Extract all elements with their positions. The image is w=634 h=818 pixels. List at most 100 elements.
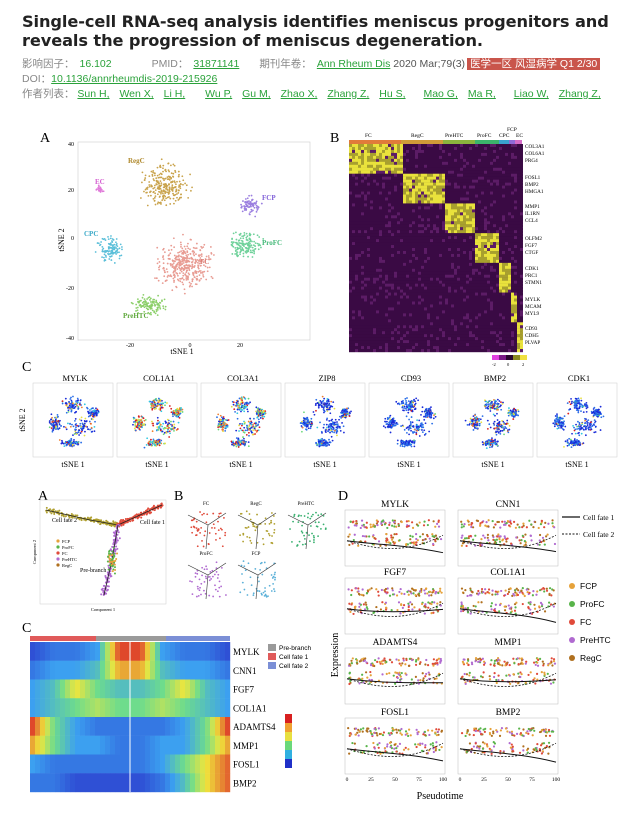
heatmap-cell [478, 155, 481, 160]
heatmap-cell [397, 230, 400, 234]
heatmap-cell [370, 316, 373, 320]
author-link[interactable]: Gu M, [242, 88, 271, 100]
author-link[interactable]: Wen X, [119, 88, 154, 100]
heatmap-cell [502, 245, 505, 249]
heatmap-cell [445, 283, 448, 287]
heatmap-cell [511, 268, 514, 272]
heatmap-cell [487, 262, 490, 267]
author-link[interactable]: Sun H, [77, 88, 110, 100]
author-link[interactable]: Liao W, [513, 88, 549, 100]
heatmap-cell [490, 167, 493, 171]
heatmap-cell [364, 250, 367, 255]
heatmap-cell [514, 170, 517, 174]
heatmap-cell [439, 155, 442, 160]
heatmap-cell [361, 221, 364, 225]
tsne-point [144, 188, 147, 191]
heatmap-cell [421, 146, 424, 151]
heatmap-cell [430, 224, 433, 228]
tsne-point [162, 167, 164, 170]
heatmap-cell [385, 239, 388, 243]
heatmap-cell [364, 280, 367, 284]
heatmap-cell [361, 191, 364, 195]
heatmap-cell [364, 283, 367, 287]
author-link[interactable]: Mao G, [423, 88, 458, 100]
heatmap-cell [418, 295, 421, 299]
tsne-point [179, 196, 181, 199]
author-link[interactable]: Zhang Z, [327, 88, 370, 100]
heatmap-cell [424, 173, 427, 177]
heatmap-cell [409, 173, 412, 177]
heatmap-cell [445, 277, 448, 281]
heatmap-cell [394, 176, 397, 180]
heatmap-cell [466, 179, 469, 183]
heatmap-cell [511, 167, 514, 171]
heatmap-cell [424, 185, 427, 189]
heatmap-cell [445, 307, 448, 311]
heatmap-cell [358, 283, 361, 287]
heatmap-cell [358, 144, 361, 148]
heatmap-cell [415, 155, 418, 160]
heatmap-cell [487, 268, 490, 272]
heatmap-cell [364, 316, 367, 320]
tsne-point [179, 241, 182, 244]
tsne-point [166, 176, 169, 179]
tsne-point [254, 202, 257, 205]
heatmap-cell [385, 176, 388, 180]
heatmap-cell [505, 283, 508, 287]
heatmap-cell [487, 265, 490, 269]
heatmap-cell [403, 271, 406, 275]
heatmap-cell [520, 245, 523, 249]
doi-link[interactable]: 10.1136/annrheumdis-2019-215926 [51, 73, 218, 85]
heatmap-cell [442, 259, 445, 264]
author-link[interactable]: Li H, [163, 88, 186, 100]
heatmap-cell [490, 242, 493, 246]
heatmap-cell [508, 221, 511, 225]
author-link[interactable]: Zhao X, [280, 88, 318, 100]
heatmap-cell [505, 271, 508, 275]
heatmap-cell [505, 209, 508, 213]
heatmap-cell [364, 304, 367, 308]
heatmap-cell [520, 265, 523, 269]
author-link[interactable]: Hu S, [379, 88, 406, 100]
heatmap-cell [382, 227, 385, 231]
heatmap-cell [463, 301, 466, 305]
heatmap-cell [409, 176, 412, 180]
tsne-point [186, 267, 188, 270]
heatmap-cell [520, 319, 523, 323]
heatmap-cell [412, 292, 415, 296]
heatmap-cell [451, 250, 454, 255]
heatmap-cell [385, 325, 388, 329]
tsne-point [243, 232, 246, 234]
tsne-point [195, 272, 198, 275]
heatmap-cell [418, 170, 421, 174]
heatmap-cell [466, 239, 469, 243]
heatmap-cell [478, 265, 481, 269]
tsne-point [250, 210, 253, 213]
heatmap-cell [493, 239, 496, 243]
heatmap-cell [514, 292, 517, 296]
heatmap-cell [460, 170, 463, 174]
author-link[interactable]: Zhang Z, [558, 88, 601, 100]
heatmap-cell [397, 227, 400, 231]
fig1-tsne-plot: 40 20 0 -20 -40 -20 0 20 tSNE 1 tSNE 2 R… [57, 141, 311, 356]
heatmap-cell [379, 245, 382, 249]
heatmap-cell [379, 328, 382, 332]
heatmap-cell [361, 158, 364, 163]
heatmap-cell [397, 286, 400, 290]
heatmap-cell [424, 206, 427, 210]
heatmap-cell [439, 292, 442, 296]
author-link[interactable]: Ma R, [467, 88, 496, 100]
heatmap-cell [475, 322, 478, 326]
heatmap-cell [493, 203, 496, 207]
heatmap-cell [427, 322, 430, 326]
heatmap-cell [382, 310, 385, 314]
heatmap-cell [445, 182, 448, 186]
heatmap-cell [457, 167, 460, 171]
pmid-link[interactable]: 31871141 [193, 58, 240, 70]
heatmap-cell [355, 265, 358, 269]
tsne-point [253, 252, 256, 255]
journal-link[interactable]: Ann Rheum Dis [316, 58, 391, 70]
author-link[interactable]: Wu P, [205, 88, 233, 100]
heatmap-cell [367, 203, 370, 207]
heatmap-cell [433, 242, 436, 246]
